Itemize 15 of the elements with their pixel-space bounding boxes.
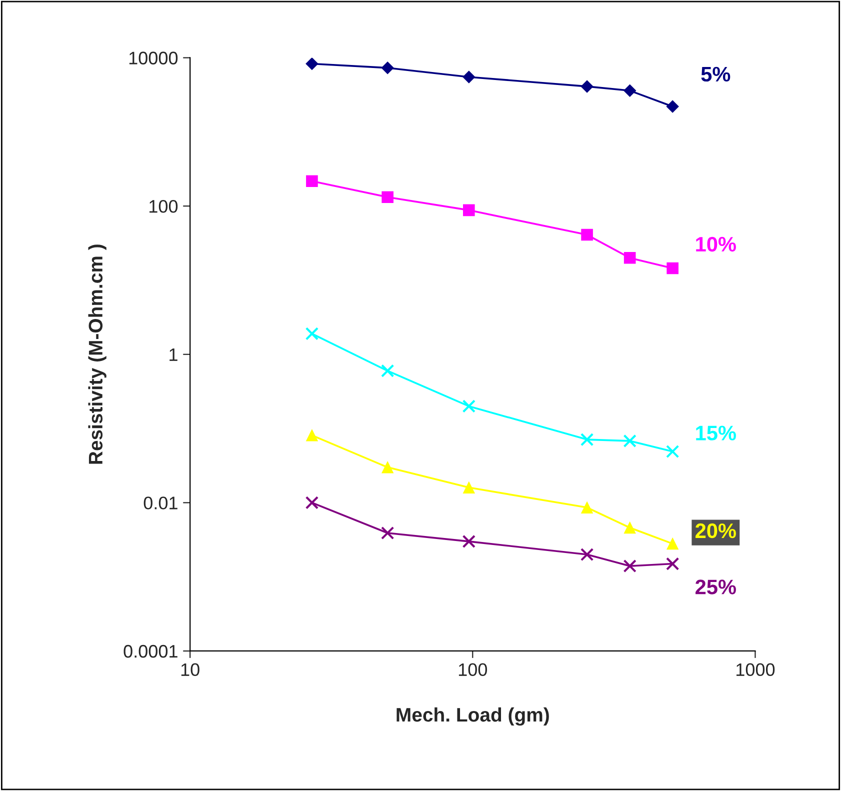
y-tick-label: 10000 [129, 52, 178, 64]
x-axis-title: Mech. Load (gm) [396, 707, 549, 726]
y-tick-label: 0.01 [144, 496, 178, 510]
y-tick-label: 1 [170, 348, 178, 361]
y-tick-label: 0.0001 [124, 644, 178, 658]
x-tick-label: 10 [181, 663, 200, 676]
series-label: 15% [696, 426, 736, 440]
series-label: 5% [701, 66, 730, 82]
x-tick-label: 1000 [736, 663, 775, 676]
series-label: 10% [696, 236, 736, 252]
y-axis-title: Resistivity (M-Ohm.cm ) [88, 244, 106, 464]
y-tick-label: 100 [150, 200, 178, 213]
series-label: 20% [696, 523, 736, 538]
x-tick-label: 100 [458, 663, 487, 676]
series-label: 25% [696, 580, 736, 594]
